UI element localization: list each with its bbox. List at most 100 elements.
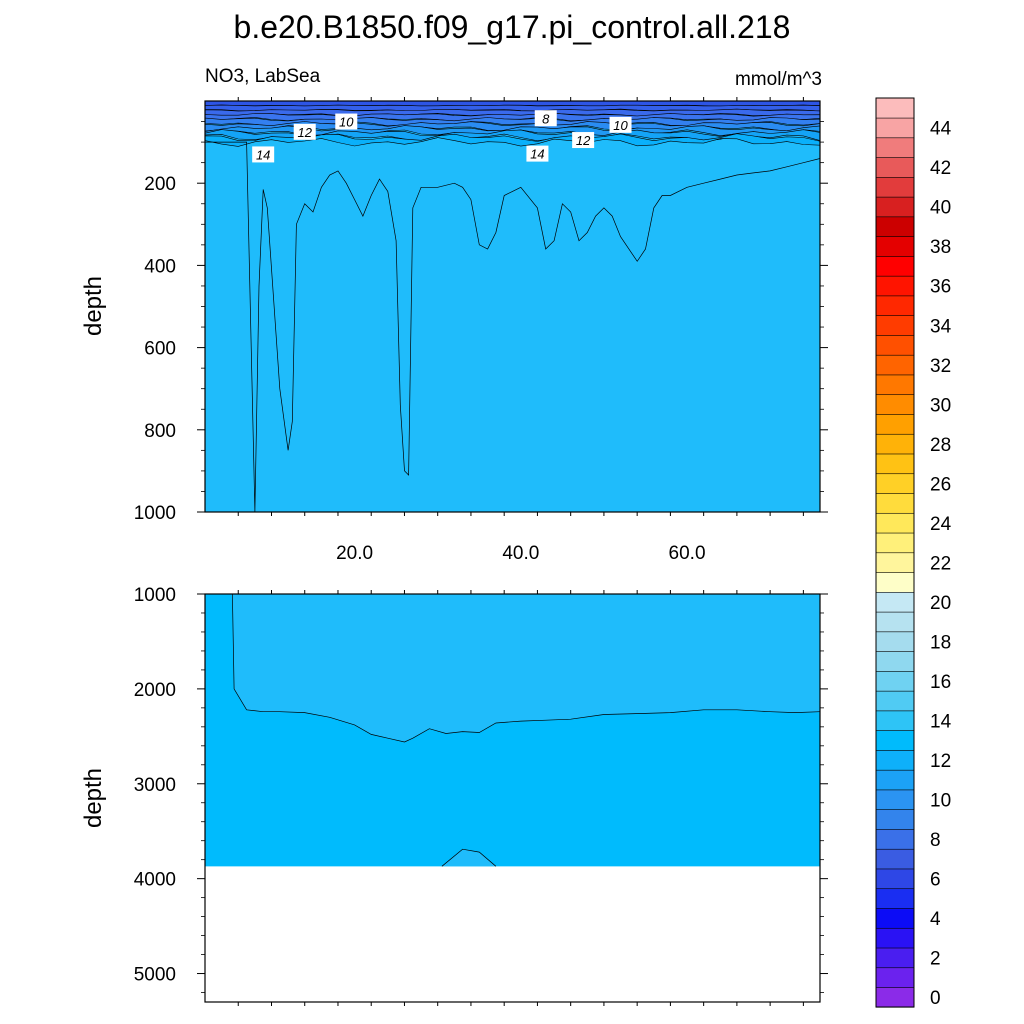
contour-label: 10: [335, 113, 358, 130]
colorbar-box: [875, 730, 915, 751]
colorbar-box: [875, 196, 915, 218]
colorbar-label: 26: [930, 474, 951, 495]
y-tick-label: 2000: [134, 680, 176, 701]
colorbar-label: 12: [930, 751, 951, 772]
colorbar-label: 24: [930, 514, 952, 535]
colorbar-box: [875, 512, 915, 534]
upper-panel: 10 12 14 8 10 12 14 200 400 600 800 1000 20.0 40.0 6…: [80, 97, 828, 564]
colorbar-label: 36: [930, 277, 951, 298]
y-tick-label: 5000: [134, 965, 176, 986]
colorbar-label: 8: [930, 830, 941, 851]
contour-label: 12: [293, 123, 316, 140]
upper-plot-background: [205, 101, 820, 512]
colorbar-box: [875, 275, 915, 297]
colorbar-box: [875, 591, 915, 613]
colorbar-box: [875, 255, 915, 277]
contour-label: 8: [534, 110, 557, 127]
colorbar-label: 34: [930, 316, 952, 337]
svg-text:10: 10: [339, 115, 354, 130]
x-tick-label: 60.0: [669, 543, 706, 564]
colorbar-box: [875, 809, 915, 830]
colorbar-box: [875, 571, 915, 593]
svg-text:14: 14: [256, 147, 270, 162]
colorbar-box: [875, 986, 915, 1008]
colorbar-label: 40: [930, 198, 951, 219]
contour-16: [205, 141, 821, 513]
y-tick-label: 600: [144, 339, 176, 360]
figure-title: b.e20.B1850.f09_g17.pi_control.all.218: [234, 9, 791, 45]
svg-text:14: 14: [530, 147, 544, 162]
lower-panel: 1000 2000 3000 4000 5000 depth: [80, 585, 828, 1006]
colorbar-box: [875, 868, 915, 890]
colorbar-box: [875, 394, 915, 415]
colorbar-box: [875, 492, 915, 514]
contour-label: 14: [526, 145, 549, 162]
colorbar-label: 32: [930, 356, 951, 377]
right-subtitle: mmol/m^3: [735, 69, 822, 90]
contour-labels: 10 12 14 8 10 12 14: [252, 110, 632, 163]
contour-label: 10: [609, 116, 632, 133]
colorbar-box: [875, 216, 915, 237]
svg-text:12: 12: [576, 133, 591, 148]
x-tick-label: 20.0: [336, 543, 373, 564]
colorbar-label: 14: [930, 712, 952, 733]
colorbar-box: [875, 374, 915, 396]
colorbar-box: [875, 611, 915, 633]
colorbar-box: [875, 433, 915, 455]
svg-text:8: 8: [542, 111, 550, 126]
colorbar-box: [875, 650, 915, 672]
colorbar-box: [875, 927, 915, 949]
svg-text:12: 12: [297, 125, 312, 140]
colorbar-label: 16: [930, 672, 951, 693]
upper-y-axis: 200 400 600 800 1000: [134, 121, 828, 524]
colorbar-box: [875, 315, 915, 336]
contour-16-lower: [232, 593, 821, 743]
colorbar-label: 10: [930, 791, 951, 812]
left-subtitle: NO3, LabSea: [205, 66, 321, 87]
y-tick-label: 200: [144, 174, 176, 195]
colorbar-box: [875, 117, 915, 139]
colorbar-label: 2: [930, 949, 941, 970]
colorbar-label: 18: [930, 632, 951, 653]
colorbar-label: 38: [930, 237, 951, 258]
colorbar-label: 44: [930, 119, 952, 140]
contour-label: 14: [252, 146, 275, 163]
colorbar: 0246810121416182022242628303234363840424…: [875, 97, 952, 1009]
colorbar-label: 28: [930, 435, 951, 456]
colorbar-box: [875, 97, 915, 119]
colorbar-label: 20: [930, 593, 951, 614]
colorbar-label: 22: [930, 553, 951, 574]
colorbar-box: [875, 334, 915, 356]
colorbar-box: [875, 690, 915, 712]
colorbar-label: 42: [930, 158, 951, 179]
colorbar-label: 4: [930, 909, 941, 930]
y-tick-label: 800: [144, 421, 176, 442]
colorbar-label: 0: [930, 988, 941, 1009]
y-tick-label: 400: [144, 256, 176, 277]
svg-text:10: 10: [613, 118, 628, 133]
colorbar-label: 6: [930, 870, 941, 891]
colorbar-box: [875, 848, 915, 870]
y-tick-label: 1000: [134, 503, 176, 524]
lower-y-axis: 1000 2000 3000 4000 5000: [134, 585, 828, 993]
colorbar-box: [875, 947, 915, 969]
colorbar-box: [875, 156, 915, 178]
colorbar-frame: [875, 97, 915, 1008]
colorbar-box: [875, 828, 915, 850]
bottom-contour-bump: [441, 848, 497, 867]
colorbar-box: [875, 631, 915, 652]
lower-plot-frame: [204, 593, 821, 1003]
upper-x-axis: 20.0 40.0 60.0: [237, 97, 804, 564]
y-tick-label: 3000: [134, 775, 176, 796]
y-tick-label: 4000: [134, 870, 176, 891]
colorbar-box: [875, 789, 915, 810]
colorbar-box: [875, 354, 915, 376]
colorbar-box: [875, 532, 915, 554]
colorbar-label: 30: [930, 395, 951, 416]
colorbar-box: [875, 670, 915, 692]
colorbar-box: [875, 236, 915, 257]
lower-level-16-fill: [232, 594, 820, 742]
colorbar-box: [875, 137, 915, 158]
colorbar-box: [875, 710, 915, 731]
